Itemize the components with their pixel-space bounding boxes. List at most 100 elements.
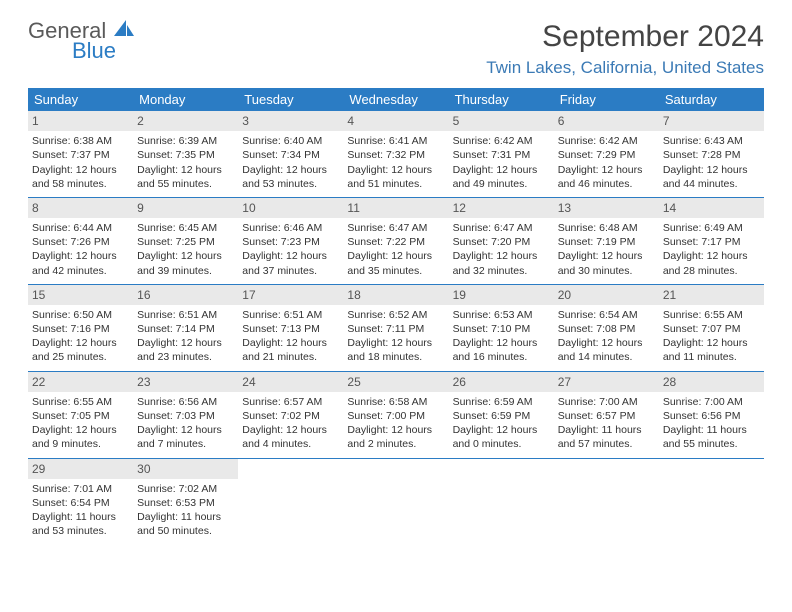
daylight-text: and 32 minutes. [453,264,550,278]
daylight-text: Daylight: 12 hours [242,336,339,350]
day-number: 11 [343,198,448,218]
day-cell: 10Sunrise: 6:46 AMSunset: 7:23 PMDayligh… [238,198,343,284]
day-number: 8 [28,198,133,218]
week-row: 8Sunrise: 6:44 AMSunset: 7:26 PMDaylight… [28,198,764,285]
sunset-text: Sunset: 7:05 PM [32,409,129,423]
daylight-text: Daylight: 12 hours [347,249,444,263]
day-cell: 20Sunrise: 6:54 AMSunset: 7:08 PMDayligh… [554,285,659,371]
daylight-text: Daylight: 12 hours [242,163,339,177]
day-number: 7 [659,111,764,131]
daylight-text: Daylight: 12 hours [137,423,234,437]
day-cell: 27Sunrise: 7:00 AMSunset: 6:57 PMDayligh… [554,372,659,458]
sunrise-text: Sunrise: 6:42 AM [558,134,655,148]
daylight-text: and 9 minutes. [32,437,129,451]
sunset-text: Sunset: 6:59 PM [453,409,550,423]
daylight-text: Daylight: 11 hours [558,423,655,437]
daylight-text: and 42 minutes. [32,264,129,278]
day-number: 28 [659,372,764,392]
day-cell: 17Sunrise: 6:51 AMSunset: 7:13 PMDayligh… [238,285,343,371]
daylight-text: and 58 minutes. [32,177,129,191]
sunrise-text: Sunrise: 7:01 AM [32,482,129,496]
sunset-text: Sunset: 7:22 PM [347,235,444,249]
day-cell: 24Sunrise: 6:57 AMSunset: 7:02 PMDayligh… [238,372,343,458]
daylight-text: and 57 minutes. [558,437,655,451]
daylight-text: Daylight: 12 hours [242,423,339,437]
day-cell-empty [554,459,659,545]
daylight-text: Daylight: 12 hours [242,249,339,263]
day-number: 1 [28,111,133,131]
day-cell: 26Sunrise: 6:59 AMSunset: 6:59 PMDayligh… [449,372,554,458]
daylight-text: and 14 minutes. [558,350,655,364]
day-number: 17 [238,285,343,305]
daylight-text: Daylight: 12 hours [558,249,655,263]
daylight-text: and 55 minutes. [663,437,760,451]
daylight-text: and 53 minutes. [32,524,129,538]
daylight-text: Daylight: 12 hours [347,336,444,350]
sunrise-text: Sunrise: 6:43 AM [663,134,760,148]
sunset-text: Sunset: 7:20 PM [453,235,550,249]
sunrise-text: Sunrise: 6:55 AM [32,395,129,409]
day-cell: 14Sunrise: 6:49 AMSunset: 7:17 PMDayligh… [659,198,764,284]
sunset-text: Sunset: 6:53 PM [137,496,234,510]
title-block: September 2024 Twin Lakes, California, U… [486,20,764,78]
sunset-text: Sunset: 7:26 PM [32,235,129,249]
daylight-text: Daylight: 12 hours [32,336,129,350]
sunset-text: Sunset: 6:56 PM [663,409,760,423]
sunset-text: Sunset: 7:13 PM [242,322,339,336]
daylight-text: Daylight: 11 hours [137,510,234,524]
daylight-text: and 44 minutes. [663,177,760,191]
sunset-text: Sunset: 7:02 PM [242,409,339,423]
day-number: 14 [659,198,764,218]
day-cell: 2Sunrise: 6:39 AMSunset: 7:35 PMDaylight… [133,111,238,197]
sunrise-text: Sunrise: 6:56 AM [137,395,234,409]
sunset-text: Sunset: 7:14 PM [137,322,234,336]
week-row: 22 Sunrise: 6:55 AMSunset: 7:05 PM Dayligh… [28,372,764,459]
sunset-text: Sunset: 7:08 PM [558,322,655,336]
day-number: 12 [449,198,554,218]
day-number: 21 [659,285,764,305]
day-number: 20 [554,285,659,305]
daylight-text: Daylight: 12 hours [137,163,234,177]
day-number: 16 [133,285,238,305]
day-cell: 11Sunrise: 6:47 AMSunset: 7:22 PMDayligh… [343,198,448,284]
daylight-text: and 55 minutes. [137,177,234,191]
day-cell: 9Sunrise: 6:45 AMSunset: 7:25 PMDaylight… [133,198,238,284]
sunrise-text: Sunrise: 6:41 AM [347,134,444,148]
sunset-text: Sunset: 7:10 PM [453,322,550,336]
daylight-text: and 50 minutes. [137,524,234,538]
day-cell-empty [343,459,448,545]
day-cell-empty [449,459,554,545]
daylight-text: and 46 minutes. [558,177,655,191]
sunrise-text: Sunrise: 6:45 AM [137,221,234,235]
logo: General Blue [28,20,136,62]
logo-sail-icon [114,18,136,43]
daylight-text: and 39 minutes. [137,264,234,278]
daylight-text: and 16 minutes. [453,350,550,364]
day-number: 18 [343,285,448,305]
day-number: 15 [28,285,133,305]
sunset-text: Sunset: 7:16 PM [32,322,129,336]
day-number: 23 [133,372,238,392]
daylight-text: and 23 minutes. [137,350,234,364]
daylight-text: Daylight: 12 hours [663,336,760,350]
day-cell: 28Sunrise: 7:00 AMSunset: 6:56 PMDayligh… [659,372,764,458]
sunrise-text: Sunrise: 6:59 AM [453,395,550,409]
day-cell: 19Sunrise: 6:53 AMSunset: 7:10 PMDayligh… [449,285,554,371]
daylight-text: and 35 minutes. [347,264,444,278]
day-cell-empty [238,459,343,545]
day-number: 29 [28,459,133,479]
week-row: 1Sunrise: 6:38 AMSunset: 7:37 PMDaylight… [28,111,764,198]
sunset-text: Sunset: 7:07 PM [663,322,760,336]
daylight-text: and 4 minutes. [242,437,339,451]
daylight-text: and 18 minutes. [347,350,444,364]
daylight-text: and 53 minutes. [242,177,339,191]
daylight-text: and 51 minutes. [347,177,444,191]
daylight-text: and 21 minutes. [242,350,339,364]
sunset-text: Sunset: 7:37 PM [32,148,129,162]
day-number: 9 [133,198,238,218]
day-cell: 21Sunrise: 6:55 AMSunset: 7:07 PMDayligh… [659,285,764,371]
daylight-text: Daylight: 12 hours [663,163,760,177]
day-number: 6 [554,111,659,131]
day-number: 22 [28,372,133,392]
daylight-text: Daylight: 12 hours [347,423,444,437]
